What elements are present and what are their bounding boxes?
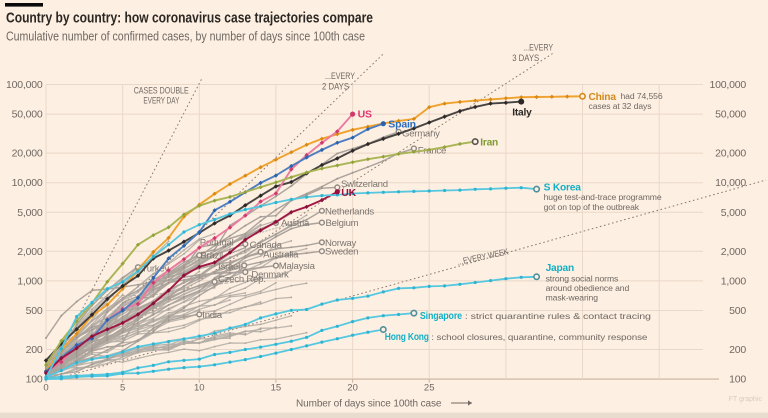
svg-text:5,000: 5,000 [17,207,43,219]
svg-text:100,000: 100,000 [6,79,43,91]
svg-text:Brazil: Brazil [200,251,223,262]
svg-text:25: 25 [424,383,435,394]
svg-text:Netherlands: Netherlands [325,207,374,218]
svg-text:Country by country: how corona: Country by country: how coronavirus case… [6,10,373,27]
svg-text:cases at 32 days: cases at 32 days [589,101,652,111]
svg-text:100,000: 100,000 [709,79,746,91]
svg-text:Belgium: Belgium [326,218,359,229]
svg-text:20,000: 20,000 [12,148,43,160]
svg-text:...EVERY: ...EVERY [325,71,355,81]
svg-text:100: 100 [26,374,43,386]
svg-text:Hong Kong: Hong Kong [385,332,429,343]
svg-text:100: 100 [729,374,746,386]
svg-text:Sweden: Sweden [325,247,358,258]
svg-text:India: India [202,310,222,321]
svg-text:Spain: Spain [388,119,416,131]
svg-text:S Korea: S Korea [544,183,582,194]
svg-text:0: 0 [43,383,48,394]
svg-text:US: US [358,109,372,121]
svg-text:around obedience and: around obedience and [546,283,630,293]
svg-text:Singapore: Singapore [420,311,462,322]
svg-text:Norway: Norway [325,238,356,249]
svg-text:Japan: Japan [546,263,574,274]
svg-text:20,000: 20,000 [715,148,746,160]
svg-text:Iran: Iran [480,138,498,149]
svg-text:Malaysia: Malaysia [279,261,316,272]
svg-text:5: 5 [120,383,125,394]
svg-text:Number of days since 100th cas: Number of days since 100th case [296,399,442,410]
svg-text:France: France [418,146,446,157]
svg-text:3 DAYS: 3 DAYS [512,53,539,63]
svg-text:Cumulative number of confirmed: Cumulative number of confirmed cases, by… [6,30,365,44]
svg-text:Czech Rep.: Czech Rep. [218,274,266,285]
svg-text:50,000: 50,000 [12,109,43,121]
svg-text:20: 20 [347,383,358,394]
svg-text:500: 500 [729,305,746,317]
svg-text:Denmark: Denmark [251,270,289,281]
svg-text:mask-wearing: mask-wearing [546,292,599,302]
svg-text:200: 200 [729,344,746,356]
svg-text:1,000: 1,000 [17,275,43,287]
svg-text:had 74,556: had 74,556 [621,91,663,101]
svg-text:Turkey: Turkey [142,264,170,275]
svg-text:Germany: Germany [402,129,440,140]
svg-text:Australia: Australia [263,250,299,261]
svg-text:Switzerland: Switzerland [341,179,388,190]
svg-text:: strict quarantine rules & co: : strict quarantine rules & contact trac… [465,311,651,321]
svg-text:got on top of the outbreak: got on top of the outbreak [544,202,640,212]
svg-text:China: China [589,92,617,103]
svg-text:CASES DOUBLE: CASES DOUBLE [134,86,189,96]
svg-text:10,000: 10,000 [12,177,43,189]
svg-text:FT graphic: FT graphic [729,396,763,403]
svg-text:200: 200 [26,344,43,356]
svg-text:5,000: 5,000 [721,207,747,219]
svg-text:2,000: 2,000 [721,246,747,258]
svg-text:: school closures, quarantine,: : school closures, quarantine, community… [431,332,647,342]
svg-text:10,000: 10,000 [715,177,746,189]
svg-text:Israel: Israel [218,261,240,272]
svg-text:2 DAYS: 2 DAYS [322,82,349,92]
svg-text:...EVERY: ...EVERY [523,43,553,53]
svg-text:50,000: 50,000 [715,109,746,121]
svg-text:500: 500 [26,305,43,317]
svg-text:Italy: Italy [512,108,532,119]
svg-text:Portugal: Portugal [200,238,234,249]
svg-text:Austria: Austria [281,218,310,229]
svg-text:15: 15 [271,383,282,394]
svg-text:UK: UK [341,187,356,199]
svg-text:10: 10 [194,383,205,394]
svg-text:huge test-and-trace programme: huge test-and-trace programme [544,192,662,202]
svg-text:2,000: 2,000 [17,246,43,258]
svg-text:Canada: Canada [250,240,283,251]
svg-text:1,000: 1,000 [721,275,747,287]
svg-text:EVERY DAY: EVERY DAY [143,96,179,106]
svg-text:strong social norms: strong social norms [546,273,619,283]
